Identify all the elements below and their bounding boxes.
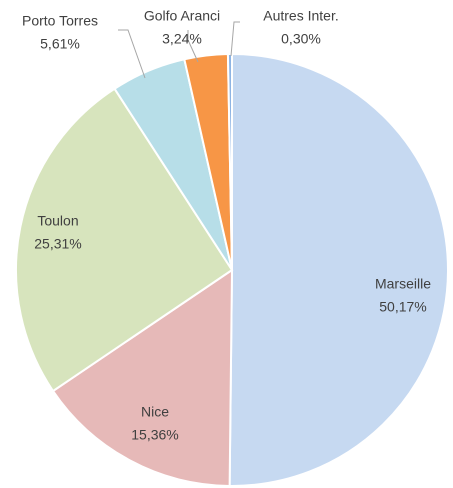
slice-value-label: 5,61% [40,36,80,52]
pie-slice [15,87,234,393]
slice-label: Golfo Aranci [144,8,220,24]
leader-line [187,30,199,63]
slice-value-label: 0,30% [281,31,321,47]
slice-value-label: 15,36% [131,427,178,443]
pie-slice [228,52,449,487]
slice-value-label: 3,24% [162,31,202,47]
slice-label: Toulon [37,213,78,229]
slice-label: Porto Torres [22,13,98,29]
pie-slice [51,268,234,487]
slice-value-label: 25,31% [34,236,81,252]
leader-line [118,29,146,79]
slice-label: Nice [141,404,169,420]
slice-label: Autres Inter. [263,8,338,24]
leader-line [230,21,240,57]
pie-slice [226,52,233,271]
slice-label: Marseille [375,276,431,292]
slice-value-label: 50,17% [379,299,426,315]
